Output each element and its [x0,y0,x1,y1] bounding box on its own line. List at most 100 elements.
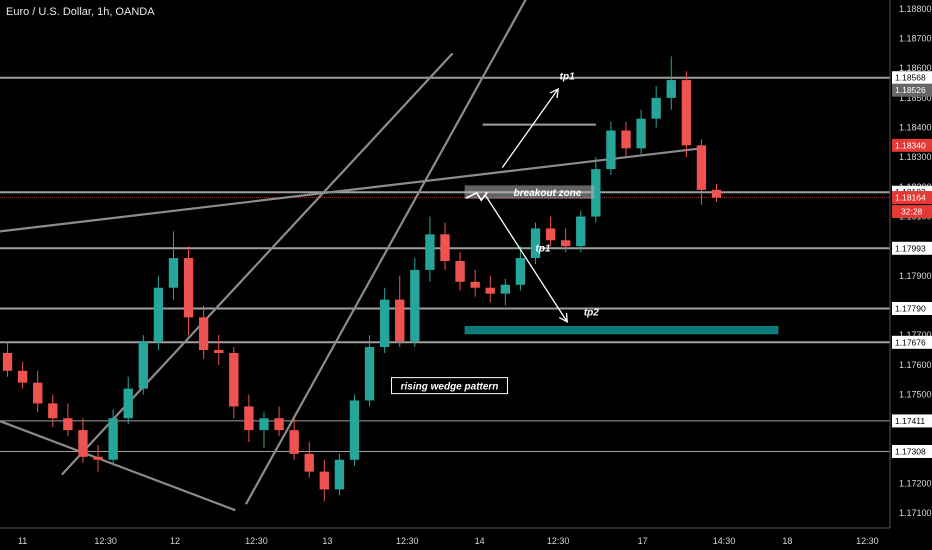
candle-body-38 [576,216,586,247]
y-tick-label-4: 1.18400 [899,123,932,133]
candle-body-23 [349,400,360,460]
price-badge-0 [892,71,932,85]
candle-body-0 [2,352,13,371]
candle-body-12 [183,258,194,318]
x-tick-label-9: 14:30 [713,536,736,546]
price-badge-1 [892,83,932,97]
candle-body-42 [636,118,646,149]
y-tick-label-2: 1.18600 [899,63,932,73]
y-axis: 1.18800 1.18700 1.18600 1.18500 1.18400 1.183… [889,0,932,550]
y-tick-label-5: 1.18300 [899,152,932,162]
x-axis-background [0,528,932,550]
price-badge-label-0: 1.18568 [895,73,926,83]
x-tick-label-5: 12:30 [396,536,419,546]
y-tick-label-11: 1.17700 [899,330,932,340]
x-tick-label-8: 17 [638,536,648,546]
y-tick-label-13: 1.17500 [899,390,932,400]
price-badge-7 [892,335,932,349]
candle-body-34 [515,258,526,285]
x-tick-label-4: 13 [322,536,332,546]
candle-body-20 [304,453,314,472]
price-badge-6 [892,301,932,315]
candle-body-39 [591,169,601,217]
candle-body-32 [485,287,495,294]
trend-line-0 [0,147,702,233]
candle-body-3 [48,403,58,419]
price-badge-4 [892,191,932,205]
candle-body-24 [364,347,375,401]
candle-body-16 [244,406,254,431]
candle-body-4 [63,418,73,431]
chart-title: Euro / U.S. Dollar, 1h, OANDA [6,6,155,18]
candle-body-25 [379,299,390,348]
arrow-head-0 [549,87,559,99]
breakout-box [464,185,595,199]
x-tick-label-1: 12:30 [94,536,117,546]
annotation-box-4 [391,377,509,395]
x-tick-label-3: 12:30 [245,536,268,546]
target-box [464,325,779,335]
price-badge-label-7: 1.17676 [895,337,926,347]
arrow-shaft-1 [485,195,568,323]
y-tick-label-9: 1.17900 [899,271,932,281]
candle-body-27 [410,269,420,342]
price-badge-5 [892,241,932,255]
y-tick-label-0: 1.18800 [899,4,932,14]
y-tick-label-1: 1.18700 [899,34,932,44]
annotation-3: tp2 [584,307,599,318]
candle-body-18 [274,418,284,431]
candle-body-36 [545,228,556,241]
arrow-annotations [465,87,568,323]
annotation-1: breakout zone [514,188,582,199]
candle-body-2 [33,382,43,404]
price-badge-8 [892,414,932,428]
x-tick-label-11: 12:30 [856,536,879,546]
y-tick-label-12: 1.17600 [899,360,932,370]
countdown-badge [892,205,932,219]
candle-body-13 [198,317,209,351]
arrow-head-1 [558,312,568,323]
candle-body-33 [500,284,511,294]
candle-body-40 [606,130,616,170]
price-badge-label-5: 1.17993 [895,243,926,253]
price-badge-label-6: 1.17790 [895,303,926,313]
candle-body-17 [259,418,269,431]
y-tick-label-16: 1.17200 [899,479,932,489]
annotation-4: rising wedge pattern [401,382,499,393]
candle-body-37 [561,240,571,247]
candle-body-46 [696,145,707,190]
annotation-0: tp1 [560,72,575,83]
trend-lines [0,0,702,512]
candle-body-9 [138,341,148,389]
price-badge-label-4: 1.18164 [895,193,926,203]
x-tick-label-7: 12:30 [547,536,570,546]
candle-body-41 [621,130,631,149]
price-badge-label-1: 1.18526 [895,85,926,95]
candle-body-47 [711,189,722,198]
trend-line-1 [0,420,236,512]
candle-body-22 [334,459,345,490]
candle-body-19 [289,430,299,454]
candlestick-series [2,56,722,502]
candle-body-21 [319,471,329,490]
candle-body-43 [651,97,661,119]
countdown-label: 32:28 [901,207,923,217]
x-tick-label-2: 12 [170,536,180,546]
annotation-2: tp1 [536,244,551,255]
candle-body-15 [229,352,239,407]
y-tick-label-3: 1.18500 [899,93,932,103]
candle-body-45 [681,80,692,146]
candle-body-14 [214,350,224,353]
candle-body-26 [395,299,405,342]
x-axis: 11 12:30 12 12:30 13 12:30 14 12:30 17 14:30 18 12:… [0,527,932,550]
candle-body-29 [440,234,450,262]
candle-body-5 [78,430,88,457]
x-tick-label-10: 18 [782,536,792,546]
candle-body-31 [470,281,480,288]
candle-body-30 [455,261,465,282]
candle-body-11 [168,258,179,288]
candle-body-28 [425,234,435,270]
zigzag-line [465,191,488,202]
